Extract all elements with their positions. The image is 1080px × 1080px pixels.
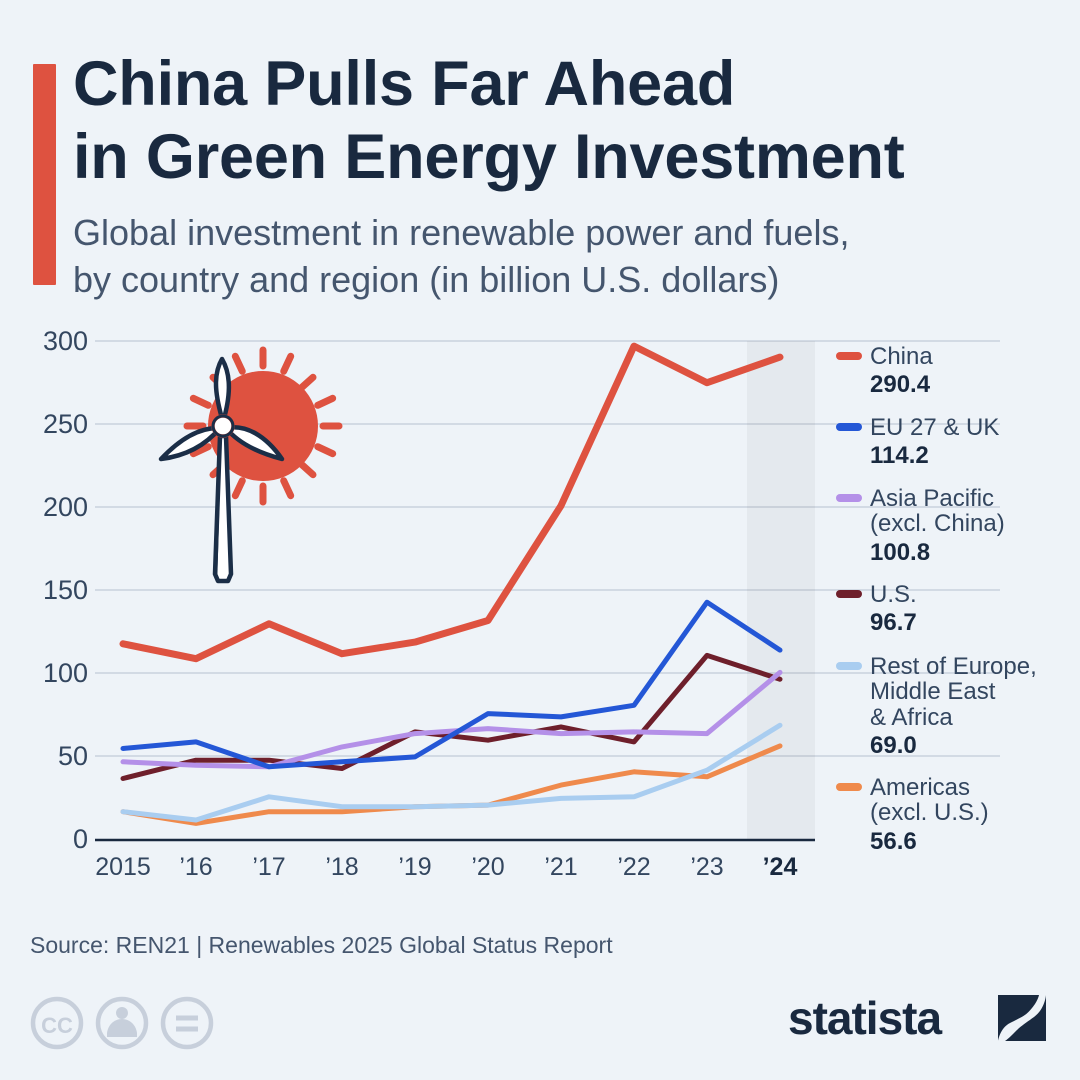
svg-text:’23: ’23 [690, 853, 723, 881]
svg-text:’19: ’19 [398, 853, 431, 881]
svg-text:50: 50 [58, 741, 88, 771]
svg-text:150: 150 [43, 575, 88, 605]
svg-text:200: 200 [43, 492, 88, 522]
svg-text:’20: ’20 [471, 853, 504, 881]
svg-text:100: 100 [43, 658, 88, 688]
svg-text:’24: ’24 [763, 853, 798, 881]
svg-text:250: 250 [43, 409, 88, 439]
svg-text:2015: 2015 [95, 853, 151, 881]
svg-text:CC: CC [41, 1013, 73, 1038]
svg-text:’22: ’22 [617, 853, 650, 881]
svg-text:’16: ’16 [179, 853, 212, 881]
svg-text:0: 0 [73, 824, 88, 854]
svg-text:300: 300 [43, 326, 88, 356]
svg-text:statista: statista [788, 992, 942, 1044]
svg-text:’18: ’18 [325, 853, 358, 881]
svg-text:’17: ’17 [252, 853, 285, 881]
svg-text:’21: ’21 [544, 853, 577, 881]
